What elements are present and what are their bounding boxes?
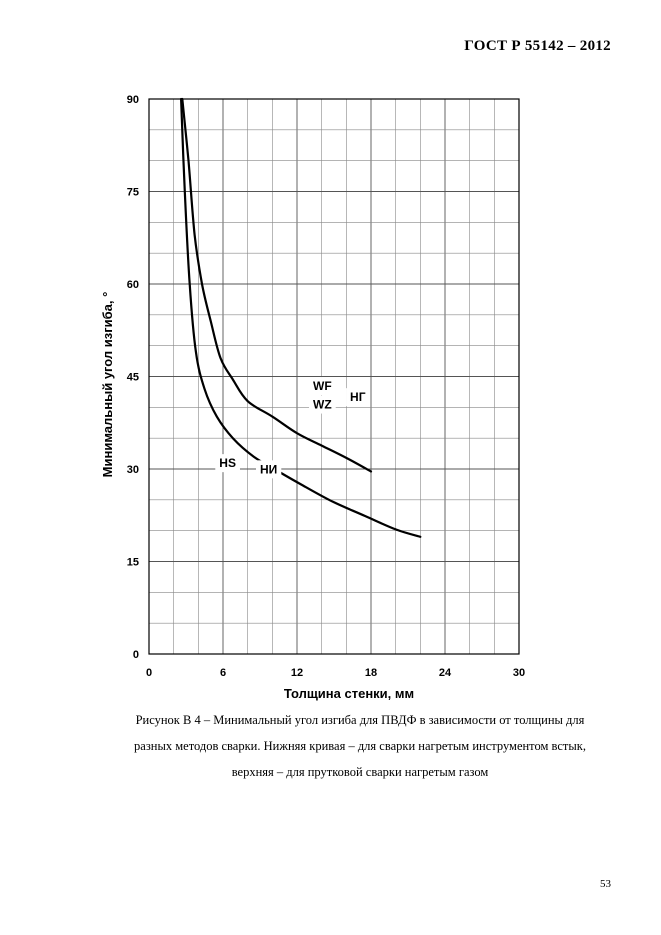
x-axis-title: Толщина стенки, мм bbox=[284, 686, 414, 701]
x-tick-label: 18 bbox=[365, 667, 377, 679]
annotation-background bbox=[309, 377, 336, 396]
annotation-background bbox=[346, 388, 370, 407]
y-tick-label: 75 bbox=[127, 187, 139, 199]
y-tick-label: 15 bbox=[127, 557, 139, 569]
x-tick-label: 0 bbox=[146, 667, 152, 679]
annotation-label: WZ bbox=[313, 398, 332, 412]
y-tick-label: 0 bbox=[133, 649, 139, 661]
caption-line: разных методов сварки. Нижняя кривая – д… bbox=[134, 739, 586, 753]
chart-series bbox=[180, 97, 422, 538]
tick-labels: 0 6 12 18 24 30 0 15 30 45 60 75 90 bbox=[127, 94, 525, 679]
y-tick-label: 90 bbox=[127, 94, 139, 106]
y-tick-label: 45 bbox=[127, 372, 139, 384]
annotation-label: WF bbox=[313, 379, 332, 393]
y-axis-title: Минимальный угол изгиба, ° bbox=[100, 292, 115, 478]
x-tick-label: 30 bbox=[513, 667, 525, 679]
x-tick-label: 6 bbox=[220, 667, 226, 679]
annotation-label: НГ bbox=[350, 390, 366, 404]
y-tick-label: 60 bbox=[127, 279, 139, 291]
lower-curve-butt-welding bbox=[180, 97, 422, 538]
bend-angle-chart: 0 6 12 18 24 30 0 15 30 45 60 75 90 WF WZ НГ HS НИ Толщи… bbox=[100, 94, 525, 701]
caption-line: верхняя – для прутковой сварки нагретым … bbox=[231, 765, 489, 779]
annotation-background bbox=[215, 454, 240, 473]
annotation-background bbox=[309, 395, 336, 414]
chart-annotations: WF WZ НГ HS НИ bbox=[215, 377, 370, 479]
annotation-background bbox=[256, 460, 282, 479]
annotation-label: НИ bbox=[260, 462, 277, 476]
plot-frame bbox=[148, 98, 520, 655]
x-tick-label: 24 bbox=[439, 667, 452, 679]
figure-caption: Рисунок В 4 – Минимальный угол изгиба дл… bbox=[100, 707, 620, 785]
document-standard-header: ГОСТ Р 55142 – 2012 bbox=[464, 38, 611, 54]
chart-grid bbox=[149, 99, 519, 654]
y-tick-label: 30 bbox=[127, 464, 139, 476]
x-tick-label: 12 bbox=[291, 667, 303, 679]
page-number: 53 bbox=[600, 878, 611, 890]
caption-line: Рисунок В 4 – Минимальный угол изгиба дл… bbox=[135, 713, 585, 727]
annotation-label: HS bbox=[219, 456, 236, 470]
upper-curve-hot-gas-welding bbox=[181, 97, 373, 473]
